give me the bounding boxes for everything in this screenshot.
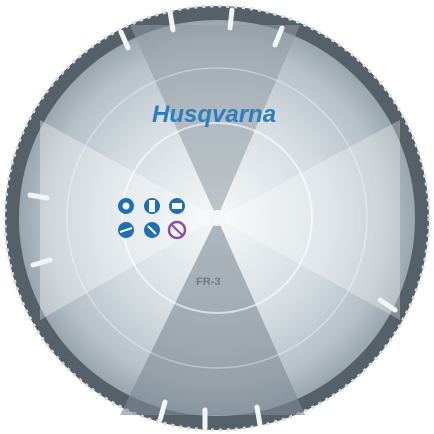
model-label: FR-3 [196,276,220,288]
application-icons [118,198,187,240]
arbor-hole [209,210,225,226]
husqvarna-logo: Husqvarna [152,101,276,128]
segment-slots [27,7,398,431]
brand-name: Husqvarna [152,101,276,128]
no-wet-cut-icon [167,220,187,240]
